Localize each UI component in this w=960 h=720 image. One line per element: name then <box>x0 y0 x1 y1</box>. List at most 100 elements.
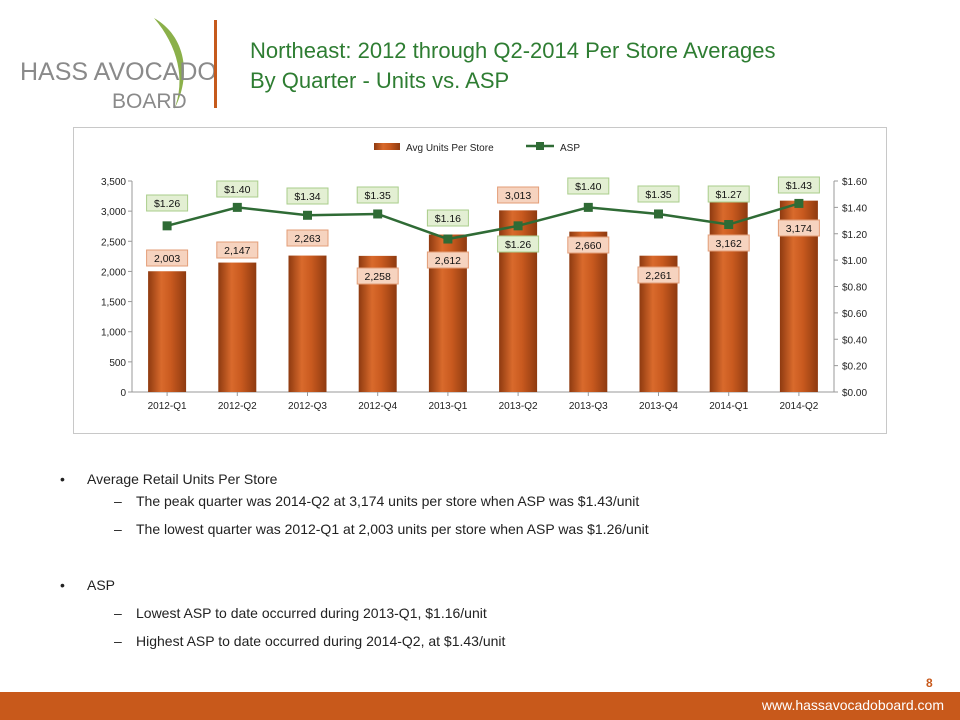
right-axis-tick-label: $1.00 <box>842 256 867 267</box>
x-axis-tick-label: 2012-Q4 <box>358 401 397 412</box>
right-axis-tick-label: $1.40 <box>842 203 867 214</box>
bar-data-label: 3,013 <box>505 190 531 202</box>
bar-data-label-box <box>286 229 329 247</box>
bar-data-label-box <box>567 236 610 254</box>
bullet-text: Average Retail Units Per Store <box>87 471 278 487</box>
asp-marker <box>232 202 242 212</box>
x-axis-tick-label: 2013-Q4 <box>639 401 678 412</box>
asp-data-label-box <box>146 194 189 212</box>
asp-data-label: $1.40 <box>224 184 250 196</box>
asp-data-label: $1.35 <box>365 190 391 202</box>
bar-data-label: 2,261 <box>645 270 671 282</box>
bar-data-label: 3,174 <box>786 223 812 235</box>
sub-bullet-dash: – <box>114 633 122 649</box>
page-number: 8 <box>926 676 933 690</box>
asp-data-label: $1.34 <box>294 191 320 203</box>
bar-units <box>569 231 608 392</box>
bar-data-label: 2,660 <box>575 240 601 252</box>
sub-bullet-item: – The lowest quarter was 2012-Q1 at 2,00… <box>114 518 649 540</box>
footer-bar: www.hassavocadoboard.com <box>0 692 960 720</box>
asp-marker <box>724 220 734 230</box>
legend-label-units: Avg Units Per Store <box>406 143 494 154</box>
sub-bullet-dash: – <box>114 493 122 509</box>
x-axis-tick-label: 2014-Q2 <box>779 401 818 412</box>
asp-marker <box>654 209 663 219</box>
bar-data-label: 3,162 <box>716 238 742 250</box>
asp-data-label: $1.26 <box>505 239 531 251</box>
bullet-dot: • <box>60 471 65 487</box>
sub-bullet-text: The lowest quarter was 2012-Q1 at 2,003 … <box>136 521 649 537</box>
page-title: Northeast: 2012 through Q2-2014 Per Stor… <box>250 36 950 96</box>
legend-label-asp: ASP <box>560 143 580 154</box>
footer-website-link[interactable]: www.hassavocadoboard.com <box>761 697 944 713</box>
asp-data-label-box <box>356 186 399 204</box>
x-axis-tick-label: 2013-Q2 <box>499 401 538 412</box>
asp-data-label-box <box>567 177 610 195</box>
left-axis-tick-label: 1,500 <box>101 298 126 309</box>
sub-bullet-dash: – <box>114 521 122 537</box>
asp-marker <box>303 210 312 220</box>
logo-text-sub: BOARD <box>112 90 187 113</box>
asp-data-label-box <box>216 180 259 198</box>
chart-canvas: Avg Units Per Store ASP 0 500 1,000 1,500 2,00… <box>101 142 867 412</box>
left-axis-tick-label: 2,500 <box>101 237 126 248</box>
asp-data-label: $1.16 <box>435 213 461 225</box>
x-axis-tick-label: 2014-Q1 <box>709 401 748 412</box>
bar-data-label-box <box>356 267 399 285</box>
left-axis-tick-label: 3,500 <box>101 177 126 188</box>
asp-marker <box>373 209 383 219</box>
left-axis-tick-label: 2,000 <box>101 267 126 278</box>
bullet-text: ASP <box>87 577 116 593</box>
left-axis-tick-label: 0 <box>120 388 126 399</box>
asp-data-label: $1.35 <box>645 189 671 201</box>
bar-data-label: 2,147 <box>224 245 250 257</box>
logo-text-main: HASS AVOCADO <box>20 58 217 86</box>
asp-marker <box>513 221 523 231</box>
units-vs-asp-chart: Avg Units Per Store ASP 0 500 1,000 1,500 2,00… <box>73 127 887 434</box>
asp-data-label-box <box>707 185 750 203</box>
bar-data-label: 2,263 <box>294 233 320 245</box>
asp-data-label-box <box>286 187 329 205</box>
bar-units <box>709 201 748 392</box>
page-title-line-1: Northeast: 2012 through Q2-2014 Per Stor… <box>250 38 776 63</box>
bar-data-label-box <box>146 249 189 267</box>
bar-units <box>288 255 327 392</box>
bar-data-label: 2,612 <box>435 255 461 267</box>
right-axis-tick-label: $1.20 <box>842 230 867 241</box>
bar-data-label-box <box>497 186 540 204</box>
x-axis-tick-label: 2012-Q1 <box>148 401 187 412</box>
bullet-dot: • <box>60 577 65 593</box>
x-axis-tick-label: 2013-Q3 <box>569 401 608 412</box>
asp-line <box>166 202 800 241</box>
asp-data-label-box <box>426 209 469 227</box>
right-axis-tick-label: $0.00 <box>842 388 867 399</box>
asp-data-label: $1.40 <box>575 181 601 193</box>
hass-avocado-board-logo: HASS AVOCADO BOARD <box>14 14 217 114</box>
asp-marker <box>794 198 804 208</box>
bar-data-label-box <box>777 219 820 237</box>
sub-bullet-text: Highest ASP to date occurred during 2014… <box>136 633 506 649</box>
left-axis-tick-label: 3,000 <box>101 207 126 218</box>
bar-data-label: 2,258 <box>365 271 391 283</box>
bar-data-label-box <box>707 234 750 252</box>
sub-bullet-item: – Highest ASP to date occurred during 20… <box>114 630 505 652</box>
asp-marker <box>583 202 593 212</box>
asp-data-label: $1.43 <box>786 180 812 192</box>
asp-data-label-box <box>497 235 540 253</box>
x-axis-tick-label: 2012-Q3 <box>288 401 327 412</box>
x-axis-tick-label: 2013-Q1 <box>428 401 467 412</box>
asp-marker <box>443 234 453 244</box>
bar-data-label: 2,003 <box>154 253 180 265</box>
asp-marker <box>162 221 172 231</box>
bar-data-label-box <box>216 241 259 259</box>
sub-bullet-item: – Lowest ASP to date occurred during 201… <box>114 602 487 624</box>
bar-units <box>148 271 187 392</box>
page-title-line-2: By Quarter - Units vs. ASP <box>250 68 510 93</box>
right-axis-tick-label: $0.20 <box>842 362 867 373</box>
right-axis-tick-label: $0.60 <box>842 309 867 320</box>
asp-data-label-box <box>637 185 680 203</box>
x-axis-tick-label: 2012-Q2 <box>218 401 257 412</box>
sub-bullet-dash: – <box>114 605 122 621</box>
title-divider <box>214 20 217 108</box>
right-axis-tick-label: $1.60 <box>842 177 867 188</box>
